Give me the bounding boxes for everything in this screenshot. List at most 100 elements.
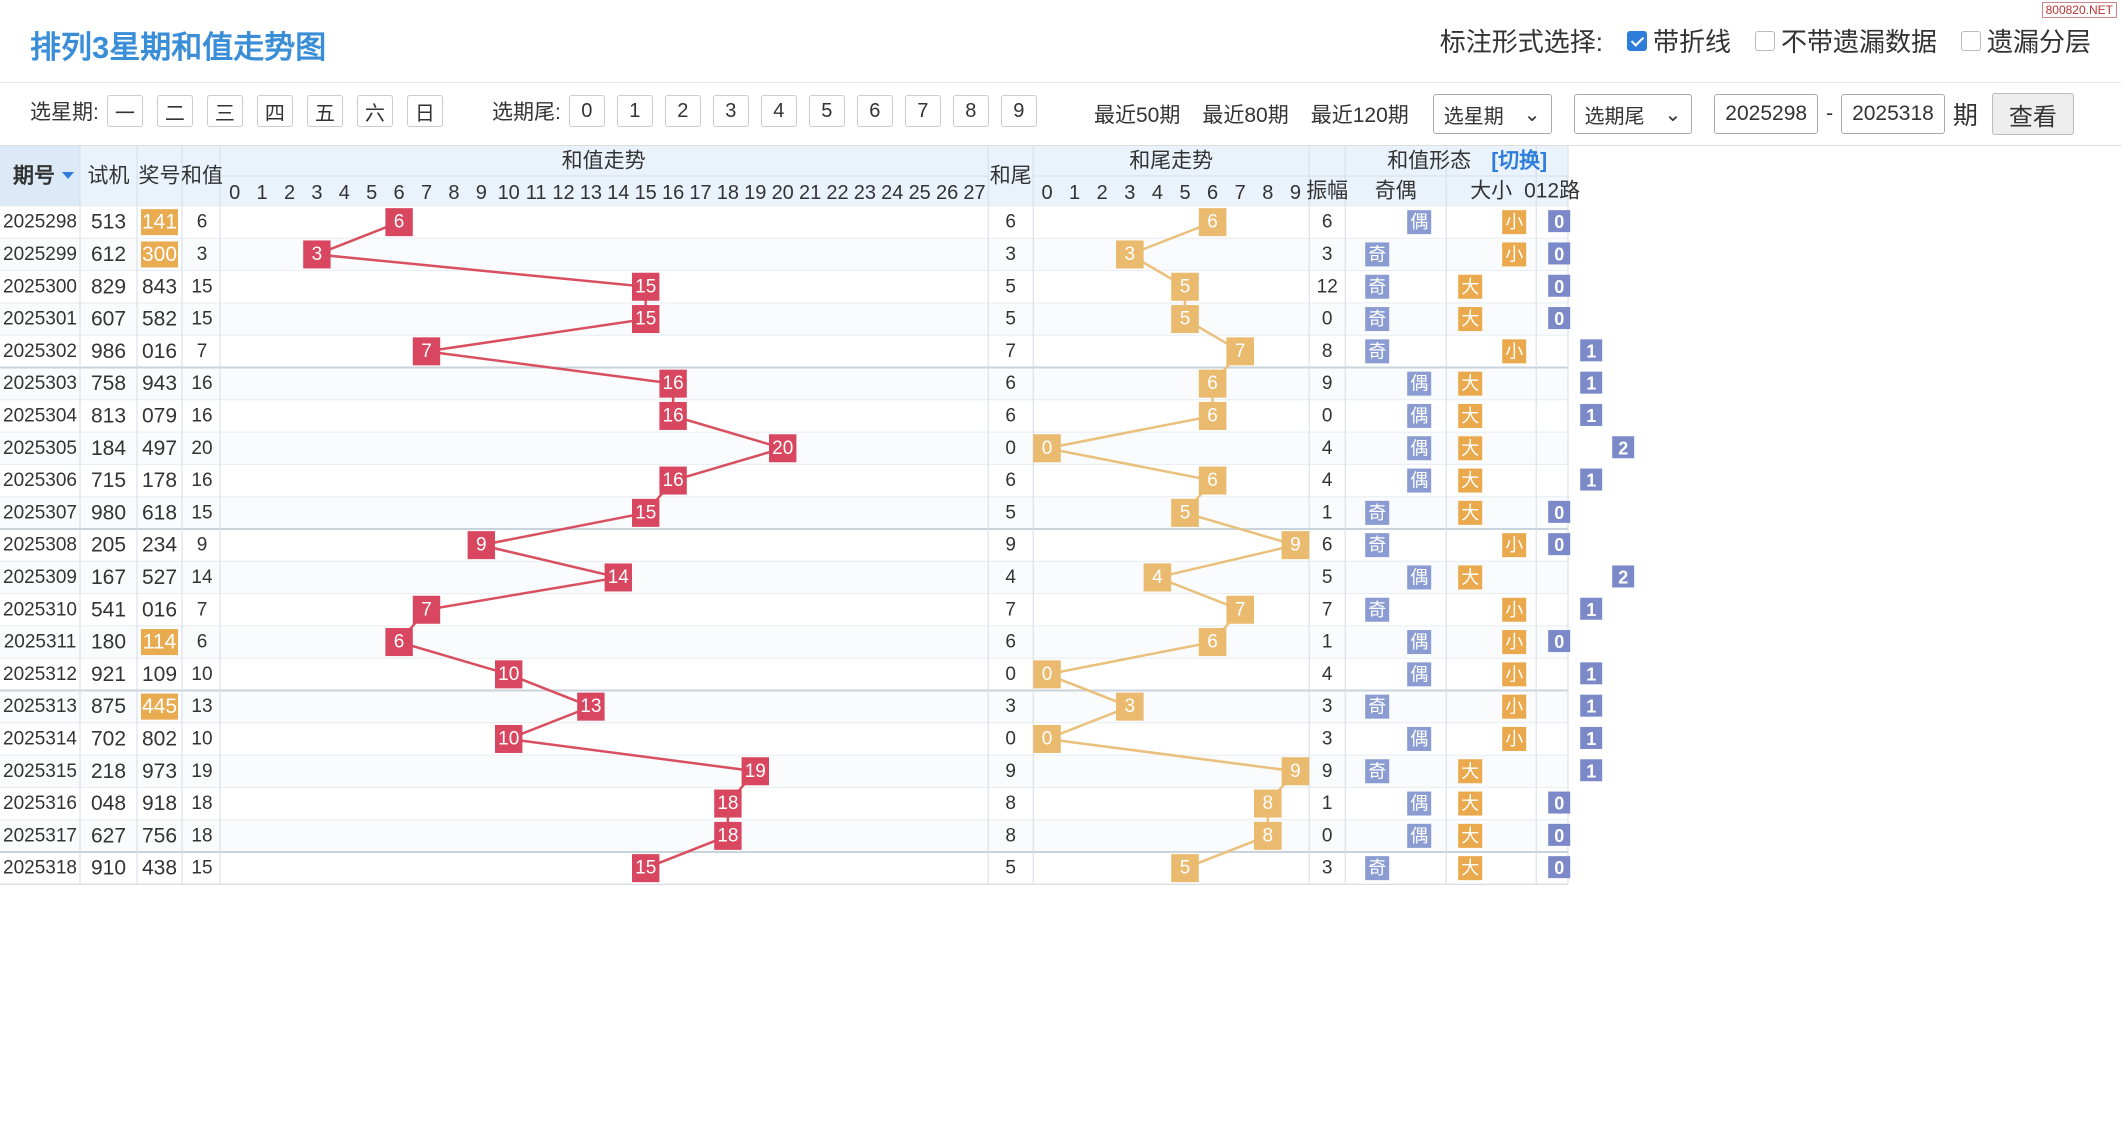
size-marker-label: 大 bbox=[1461, 277, 1479, 297]
parity-marker-label: 奇 bbox=[1368, 761, 1386, 781]
sum-marker bbox=[495, 660, 523, 689]
tail-chip-2[interactable]: 2 bbox=[664, 95, 701, 127]
sum-marker bbox=[577, 692, 605, 721]
end-issue-input[interactable]: 2025318 bbox=[1841, 94, 1945, 134]
parity-marker bbox=[1407, 565, 1432, 590]
parity-marker-label: 偶 bbox=[1410, 632, 1428, 652]
weekday-chip-1[interactable]: 二 bbox=[156, 95, 193, 127]
mode-option-layered[interactable]: 遗漏分层 bbox=[1960, 22, 2091, 59]
tail-chip-8[interactable]: 8 bbox=[952, 95, 989, 127]
mode-option-polyline[interactable]: 带折线 bbox=[1626, 22, 1731, 59]
sum-cell: 14 bbox=[191, 567, 213, 588]
checkbox-checked-icon[interactable] bbox=[1626, 30, 1647, 51]
recent-120-link[interactable]: 最近120期 bbox=[1310, 104, 1409, 127]
weekday-chip-4[interactable]: 五 bbox=[306, 95, 343, 127]
parity-marker bbox=[1407, 630, 1432, 655]
amplitude-cell: 7 bbox=[1322, 599, 1333, 620]
sum-cell: 10 bbox=[191, 664, 212, 685]
tail-cell: 6 bbox=[1005, 212, 1016, 233]
weekday-chip-3[interactable]: 四 bbox=[256, 95, 293, 127]
size-marker-label: 小 bbox=[1505, 729, 1523, 749]
mod-marker-label: 0 bbox=[1554, 244, 1564, 264]
checkbox-icon[interactable] bbox=[1960, 30, 1981, 51]
sum-marker-label: 19 bbox=[745, 761, 766, 782]
mod-marker bbox=[1612, 436, 1635, 459]
recent-80-link[interactable]: 最近80期 bbox=[1202, 104, 1289, 127]
mod-marker bbox=[1548, 500, 1571, 523]
mod-marker bbox=[1548, 823, 1571, 846]
mode-option-no-omission[interactable]: 不带遗漏数据 bbox=[1754, 22, 1937, 59]
tail-marker bbox=[1198, 628, 1227, 657]
row-stripe bbox=[0, 819, 1568, 852]
prize-cell: 300 bbox=[142, 243, 177, 266]
recent-50-link[interactable]: 最近50期 bbox=[1094, 104, 1181, 127]
tail-axis-tick: 7 bbox=[1235, 182, 1246, 204]
prize-cell: 438 bbox=[142, 857, 177, 880]
tail-marker bbox=[1116, 692, 1144, 721]
weekday-chip-5[interactable]: 六 bbox=[356, 95, 393, 127]
tail-marker-label: 0 bbox=[1042, 664, 1053, 685]
sum-marker-label: 18 bbox=[717, 793, 738, 814]
tail-marker-label: 3 bbox=[1125, 696, 1136, 717]
tail-marker bbox=[1198, 369, 1227, 398]
parity-marker bbox=[1365, 856, 1390, 881]
sum-cell: 7 bbox=[197, 341, 208, 362]
size-marker-label: 大 bbox=[1461, 567, 1479, 587]
tail-chip-0[interactable]: 0 bbox=[568, 95, 605, 127]
tail-chip-9[interactable]: 9 bbox=[1000, 95, 1037, 127]
checkbox-icon[interactable] bbox=[1754, 30, 1775, 51]
mod-marker bbox=[1580, 662, 1603, 685]
sum-marker bbox=[412, 595, 441, 624]
prize-cell: 943 bbox=[142, 372, 177, 395]
sum-marker bbox=[495, 724, 523, 753]
parity-marker-label: 奇 bbox=[1368, 503, 1386, 523]
tail-chip-5[interactable]: 5 bbox=[808, 95, 845, 127]
amplitude-cell: 0 bbox=[1322, 405, 1333, 426]
weekday-chip-6[interactable]: 日 bbox=[406, 95, 443, 127]
start-issue-input[interactable]: 2025298 bbox=[1714, 94, 1819, 134]
sum-marker bbox=[714, 821, 742, 850]
sum-marker-label: 15 bbox=[635, 276, 656, 297]
weekday-chip-2[interactable]: 三 bbox=[206, 95, 243, 127]
select-tail-dropdown[interactable]: 选期尾 ⌄ bbox=[1573, 94, 1693, 134]
mod-marker bbox=[1580, 759, 1603, 782]
weekday-chip-0[interactable]: 一 bbox=[106, 95, 143, 127]
mod-marker-label: 1 bbox=[1586, 697, 1596, 717]
parity-marker bbox=[1365, 307, 1390, 332]
tail-chip-4[interactable]: 4 bbox=[760, 95, 797, 127]
trial-cell: 986 bbox=[91, 340, 126, 363]
mod-marker bbox=[1580, 371, 1603, 394]
tail-marker bbox=[1033, 434, 1061, 463]
tail-chip-6[interactable]: 6 bbox=[856, 95, 893, 127]
sum-marker-label: 10 bbox=[498, 664, 519, 685]
issue-cell: 2025304 bbox=[3, 405, 77, 426]
tail-axis-tick: 0 bbox=[1041, 182, 1052, 204]
trial-cell: 541 bbox=[91, 598, 126, 621]
sum-axis-tick: 27 bbox=[963, 182, 985, 204]
prize-highlight bbox=[141, 629, 178, 656]
trial-cell: 829 bbox=[91, 275, 126, 298]
parity-marker-label: 奇 bbox=[1368, 858, 1386, 878]
sum-axis-tick: 23 bbox=[854, 182, 876, 204]
sum-cell: 15 bbox=[191, 309, 212, 330]
query-button[interactable]: 查看 bbox=[1991, 93, 2074, 135]
prize-cell: 497 bbox=[142, 437, 177, 460]
amplitude-header: 振幅 bbox=[1306, 180, 1348, 203]
tail-marker-label: 6 bbox=[1207, 373, 1218, 394]
tail-chip-1[interactable]: 1 bbox=[616, 95, 653, 127]
tail-chip-3[interactable]: 3 bbox=[712, 95, 749, 127]
sum-marker-label: 18 bbox=[717, 825, 738, 846]
issue-cell: 2025306 bbox=[3, 470, 77, 491]
amplitude-cell: 0 bbox=[1322, 309, 1333, 330]
sum-marker-label: 14 bbox=[608, 567, 630, 588]
tail-chip-7[interactable]: 7 bbox=[904, 95, 941, 127]
tail-marker bbox=[1198, 208, 1227, 237]
sum-marker bbox=[303, 240, 331, 269]
sum-marker bbox=[385, 628, 413, 657]
mode-label: 标注形式选择: bbox=[1439, 27, 1603, 57]
select-weekday-dropdown[interactable]: 选星期 ⌄ bbox=[1432, 94, 1552, 134]
sum-cell: 6 bbox=[197, 212, 208, 233]
sum-marker-label: 16 bbox=[663, 373, 684, 394]
issue-cell: 2025312 bbox=[3, 664, 77, 685]
issue-cell: 2025302 bbox=[3, 341, 77, 362]
